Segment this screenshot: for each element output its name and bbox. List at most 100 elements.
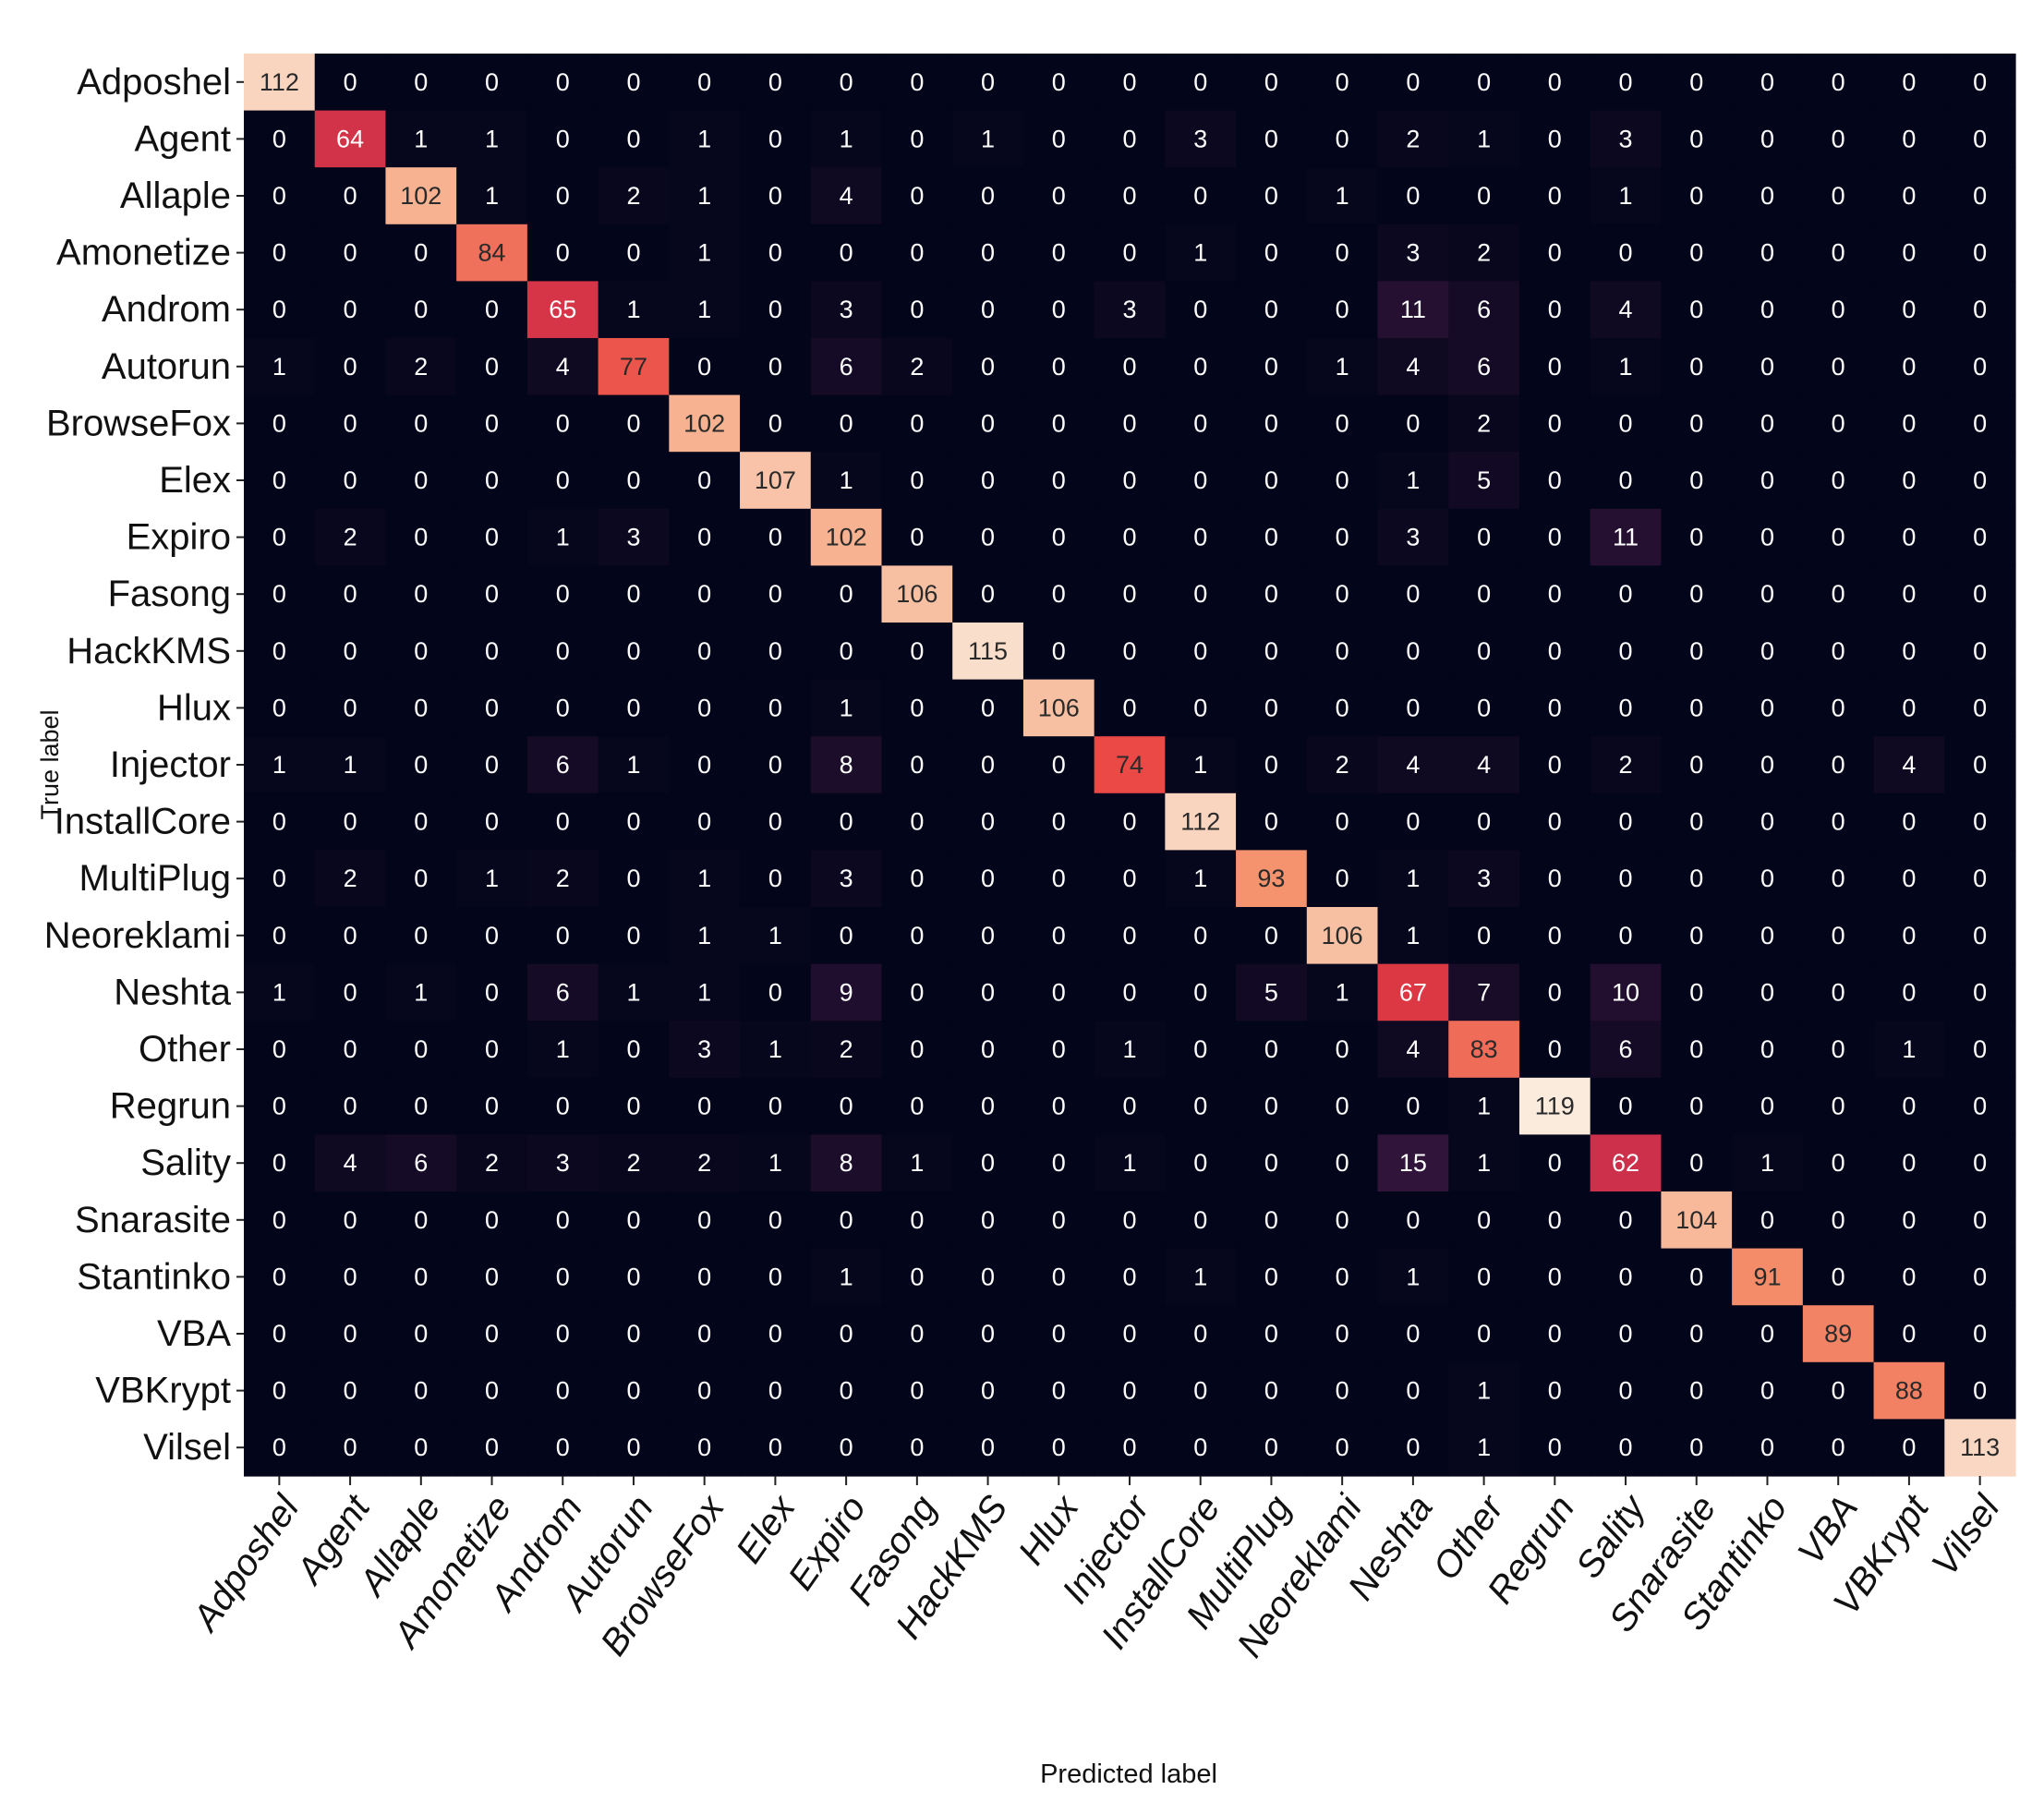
heatmap-cell: [1022, 1419, 1095, 1477]
heatmap-cell: [1306, 736, 1379, 794]
cell-value: 0: [1264, 694, 1278, 721]
cell-value: 65: [549, 296, 576, 323]
cell-value: 6: [1477, 296, 1491, 323]
heatmap-cell: [526, 452, 599, 510]
cell-value: 0: [272, 580, 286, 608]
cell-value: 0: [1052, 922, 1066, 949]
cell-value: 0: [1548, 694, 1562, 721]
heatmap-cell: [1944, 508, 2016, 566]
heatmap-cell: [526, 792, 599, 851]
cell-value: 0: [910, 637, 924, 665]
cell-value: 0: [1689, 524, 1703, 551]
cell-value: 1: [414, 978, 428, 1006]
heatmap-cell: [1732, 1134, 1804, 1192]
heatmap-cell: [740, 1248, 812, 1306]
cell-value: 0: [1902, 1263, 1916, 1290]
heatmap-cell: [1590, 1021, 1662, 1079]
cell-value: 0: [1832, 808, 1845, 836]
cell-value: 0: [910, 922, 924, 949]
heatmap-cell: [1377, 1021, 1449, 1079]
heatmap-cell: [881, 508, 953, 566]
cell-value: 0: [1336, 580, 1349, 608]
heatmap-cell: [1236, 850, 1308, 908]
heatmap-cell: [244, 565, 316, 623]
heatmap-cell: [1661, 1134, 1733, 1192]
cell-value: 9: [840, 978, 853, 1006]
heatmap-cell: [314, 679, 387, 737]
heatmap-cell: [1944, 1134, 2016, 1192]
cell-value: 0: [1193, 637, 1207, 665]
heatmap-cell: [740, 850, 812, 908]
heatmap-cell: [598, 281, 670, 339]
cell-value: 0: [344, 580, 357, 608]
heatmap-cell: [1732, 167, 1804, 225]
cell-value: 0: [910, 1206, 924, 1234]
heatmap-cell: [1873, 1361, 1945, 1420]
cell-value: 0: [1052, 1263, 1066, 1290]
heatmap-cell: [1236, 110, 1308, 168]
heatmap-cell: [1377, 54, 1449, 112]
heatmap-cell: [1022, 508, 1095, 566]
cell-value: 0: [697, 637, 711, 665]
heatmap-cell: [740, 281, 812, 339]
cell-value: 0: [1122, 239, 1136, 267]
heatmap-cell: [1590, 281, 1662, 339]
heatmap-cell: [385, 167, 457, 225]
heatmap-cell: [1022, 167, 1095, 225]
cell-value: 11: [1613, 524, 1639, 551]
cell-value: 0: [768, 353, 782, 381]
cell-value: 0: [272, 1035, 286, 1063]
heatmap-cell: [526, 1361, 599, 1420]
cell-value: 0: [981, 1263, 995, 1290]
heatmap-cell: [1377, 792, 1449, 851]
heatmap-cell: [456, 1134, 528, 1192]
cell-value: 0: [344, 1433, 357, 1461]
heatmap-cell: [1448, 963, 1520, 1022]
heatmap-cell: [1377, 394, 1449, 453]
cell-value: 6: [556, 978, 570, 1006]
cell-value: 0: [1832, 580, 1845, 608]
cell-value: 0: [1122, 1377, 1136, 1405]
cell-value: 3: [1619, 125, 1633, 152]
heatmap-cells: [244, 54, 2016, 1477]
heatmap-cell: [1802, 565, 1875, 623]
heatmap-cell: [1732, 110, 1804, 168]
cell-value: 0: [1548, 125, 1562, 152]
cell-value: 0: [1973, 1093, 1987, 1120]
heatmap-cell: [385, 679, 457, 737]
heatmap-cell: [740, 167, 812, 225]
cell-value: 7: [1477, 978, 1491, 1006]
cell-value: 0: [981, 1206, 995, 1234]
heatmap-cell: [244, 54, 316, 112]
cell-value: 0: [626, 1093, 640, 1120]
heatmap-cell: [1306, 54, 1379, 112]
heatmap-cell: [1661, 110, 1733, 168]
heatmap-cell: [456, 623, 528, 681]
cell-value: 0: [840, 1320, 853, 1348]
cell-value: 0: [981, 68, 995, 96]
heatmap-cell: [456, 792, 528, 851]
cell-value: 0: [1689, 808, 1703, 836]
heatmap-cell: [1802, 850, 1875, 908]
heatmap-cell: [1732, 736, 1804, 794]
heatmap-cell: [669, 281, 741, 339]
heatmap-cell: [810, 54, 883, 112]
cell-value: 0: [1548, 1263, 1562, 1290]
cell-value: 0: [910, 1093, 924, 1120]
cell-value: 0: [344, 808, 357, 836]
cell-value: 0: [414, 524, 428, 551]
heatmap-cell: [1377, 1134, 1449, 1192]
cell-value: 0: [981, 524, 995, 551]
heatmap-cell: [1236, 394, 1308, 453]
heatmap-cell: [1165, 792, 1237, 851]
heatmap-cell: [598, 338, 670, 396]
heatmap-cell: [1732, 1419, 1804, 1477]
heatmap-cell: [598, 850, 670, 908]
heatmap-cell: [244, 281, 316, 339]
cell-value: 0: [840, 580, 853, 608]
cell-value: 0: [697, 808, 711, 836]
cell-value: 0: [1548, 1149, 1562, 1177]
cell-value: 0: [1760, 125, 1774, 152]
heatmap-cell: [244, 736, 316, 794]
cell-value: 0: [1193, 409, 1207, 437]
